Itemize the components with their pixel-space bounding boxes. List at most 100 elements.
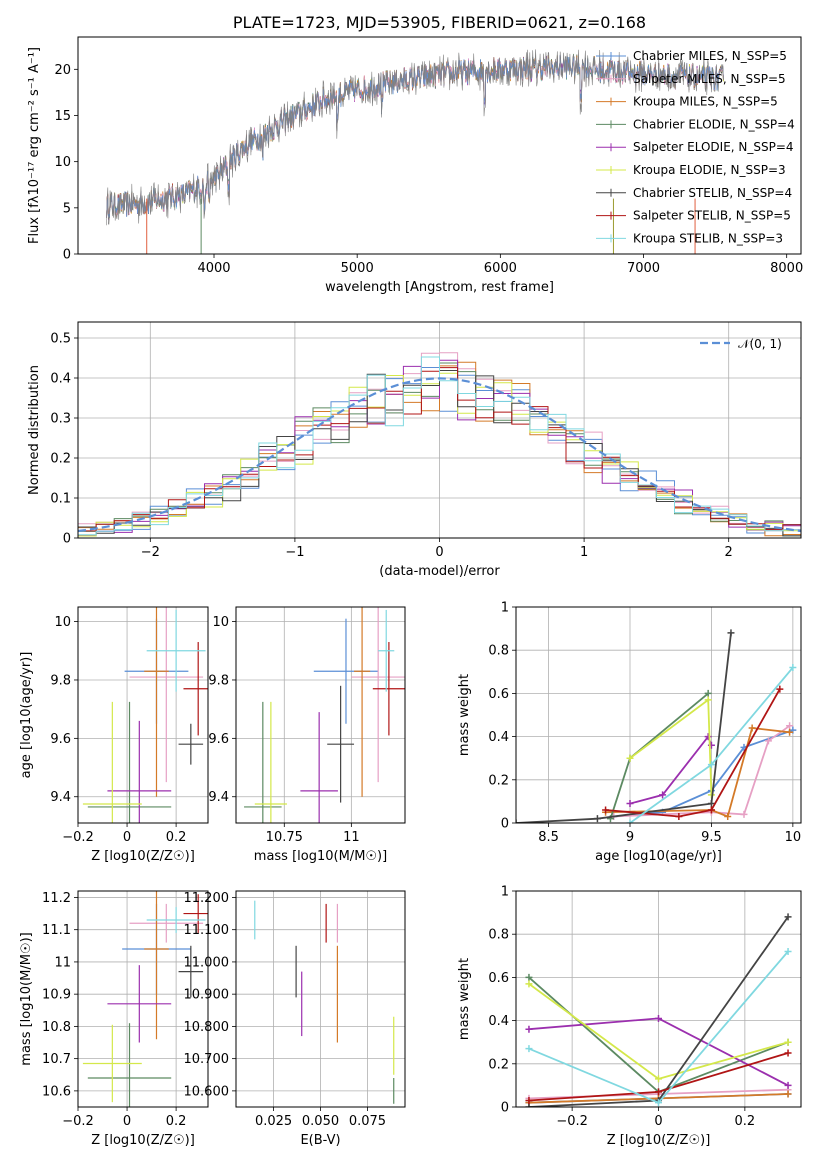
weight-marker bbox=[776, 685, 784, 693]
weight-marker bbox=[784, 913, 792, 921]
weight-line bbox=[516, 632, 732, 823]
y-tick-label: 10.8 bbox=[42, 1020, 71, 1035]
x-tick-label: 1 bbox=[580, 545, 588, 560]
axes-frame bbox=[235, 606, 406, 824]
chart-mass-age: 10.75 11 9.4 9.6 9.8 10 mass [log10(M/M☉)] bbox=[208, 606, 406, 864]
y-tick-label: 9.4 bbox=[50, 790, 71, 805]
legend-label: Chabrier ELODIE, N_SSP=4 bbox=[633, 117, 795, 131]
x-tick-label: −0.2 bbox=[556, 1114, 588, 1129]
x-tick-label: 0 bbox=[123, 1114, 131, 1129]
y-axis-label: mass weight bbox=[457, 674, 472, 756]
x-axis-label: E(B-V) bbox=[300, 1133, 340, 1148]
x-tick-label: 11 bbox=[343, 830, 360, 845]
y-tick-label: 1 bbox=[501, 885, 509, 900]
errorbar-point bbox=[107, 965, 172, 1043]
weight-marker bbox=[626, 819, 634, 823]
errorbar-point bbox=[144, 891, 169, 1040]
chart-z-mass: −0.2 0 0.2 10.6 10.7 10.8 10.9 11 11.1 11.2 Z [log… bbox=[19, 890, 209, 1148]
y-tick-label: 0.8 bbox=[488, 928, 509, 943]
legend: Chabrier MILES, N_SSP=5 Salpeter MILES, N… bbox=[596, 49, 795, 245]
weight-marker bbox=[727, 629, 735, 637]
y-tick-label: 0.8 bbox=[488, 644, 509, 659]
chart-title: PLATE=1723, MJD=53905, FIBERID=0621, z=0… bbox=[233, 13, 646, 32]
x-tick-label: 0.075 bbox=[349, 1114, 386, 1129]
y-axis-label: Normed distribution bbox=[27, 365, 42, 495]
errorbar-point bbox=[82, 701, 142, 823]
y-tick-label: 11.2 bbox=[42, 891, 71, 906]
y-tick-label: 11.200 bbox=[184, 891, 230, 906]
y-tick-label: 0.6 bbox=[488, 971, 509, 986]
weight-marker bbox=[784, 947, 792, 955]
y-axis-label: mass weight bbox=[457, 958, 472, 1040]
x-tick-label: 0.050 bbox=[302, 1114, 339, 1129]
y-tick-label: 1 bbox=[501, 601, 509, 616]
weight-marker bbox=[704, 696, 712, 704]
y-tick-label: 0 bbox=[63, 532, 71, 547]
y-tick-label: 11.1 bbox=[42, 923, 71, 938]
plot-area bbox=[82, 891, 208, 1107]
y-tick-label: 10.900 bbox=[184, 988, 230, 1003]
weight-marker bbox=[707, 806, 715, 814]
weight-marker bbox=[675, 813, 683, 821]
axes-frame bbox=[515, 890, 802, 1108]
errorbar-point bbox=[146, 907, 206, 933]
errorbar-point bbox=[327, 685, 355, 803]
weight-marker bbox=[626, 800, 634, 808]
y-axis-label: age [log10(age/yr)] bbox=[19, 652, 34, 779]
y-tick-label: 10.7 bbox=[42, 1052, 71, 1067]
y-tick-label: 0.4 bbox=[488, 1014, 509, 1029]
y-tick-label: 9.6 bbox=[50, 732, 71, 747]
errorbar-point bbox=[178, 945, 204, 998]
weight-marker bbox=[724, 813, 732, 821]
weight-marker bbox=[626, 754, 634, 762]
y-tick-label: 15 bbox=[54, 109, 71, 124]
y-tick-label: 0.2 bbox=[488, 1057, 509, 1072]
x-tick-label: 10 bbox=[785, 830, 802, 845]
x-tick-label: 9 bbox=[626, 830, 634, 845]
legend-label: Kroupa STELIB, N_SSP=3 bbox=[633, 231, 783, 245]
x-tick-label: 0.025 bbox=[255, 1114, 292, 1129]
y-tick-label: 0 bbox=[501, 817, 509, 832]
chart-spectrum: 4000 5000 6000 7000 8000 0 5 10 15 20 wavelength [… bbox=[27, 13, 803, 295]
y-tick-label: 10.800 bbox=[184, 1020, 230, 1035]
plot-area bbox=[244, 607, 405, 823]
y-tick-label: 9.6 bbox=[208, 732, 229, 747]
legend-label: Chabrier MILES, N_SSP=5 bbox=[633, 49, 787, 63]
y-tick-label: 10 bbox=[212, 615, 229, 630]
plot-area bbox=[82, 607, 208, 823]
weight-marker bbox=[740, 810, 748, 818]
y-tick-label: 0 bbox=[501, 1101, 509, 1116]
legend: 𝒩(0, 1) bbox=[700, 337, 782, 351]
errorbar-point bbox=[129, 903, 204, 943]
y-tick-label: 10 bbox=[54, 615, 71, 630]
y-tick-label: 0.2 bbox=[488, 773, 509, 788]
y-tick-label: 9.8 bbox=[208, 673, 229, 688]
weight-marker bbox=[786, 722, 794, 730]
plot-area bbox=[78, 352, 801, 537]
chart-z-age: −0.2 0 0.2 9.4 9.6 9.8 10 Z [log10(Z/Z☉)] age [l… bbox=[19, 606, 209, 864]
weight-marker bbox=[525, 980, 533, 988]
weight-marker bbox=[525, 1025, 533, 1033]
legend-label: Salpeter MILES, N_SSP=5 bbox=[633, 72, 786, 86]
plot-area bbox=[516, 629, 797, 823]
weight-marker bbox=[784, 1081, 792, 1089]
legend-label: 𝒩(0, 1) bbox=[738, 337, 782, 351]
weight-marker bbox=[764, 737, 772, 745]
x-axis-label: (data-model)/error bbox=[379, 564, 500, 579]
x-tick-label: 9.5 bbox=[701, 830, 722, 845]
x-tick-label: 8.5 bbox=[538, 830, 559, 845]
x-tick-label: 4000 bbox=[197, 261, 230, 276]
y-tick-label: 0.4 bbox=[488, 730, 509, 745]
weight-marker bbox=[655, 1099, 662, 1107]
errorbar-point bbox=[146, 609, 206, 692]
chart-z-weight: −0.2 0 0.2 0 0.2 0.4 0.6 0.8 1 Z [log10(Z/Z☉)] mas… bbox=[457, 885, 802, 1148]
weight-marker bbox=[789, 663, 797, 671]
x-axis-label: Z [log10(Z/Z☉)] bbox=[91, 1133, 195, 1148]
errorbar-point bbox=[244, 701, 282, 823]
x-axis-label: wavelength [Angstrom, rest frame] bbox=[325, 280, 554, 295]
errorbar-point bbox=[378, 609, 395, 692]
y-axis-label: Flux [fλ10⁻¹⁷ erg cm⁻² s⁻¹ A⁻¹] bbox=[27, 47, 42, 244]
plot-area bbox=[254, 900, 395, 1104]
y-axis-label: mass [log10(M/M☉)] bbox=[19, 932, 34, 1065]
